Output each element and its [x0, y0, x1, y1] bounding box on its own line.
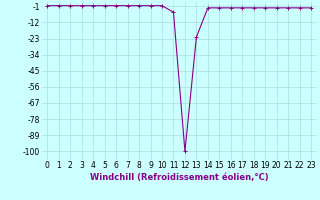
X-axis label: Windchill (Refroidissement éolien,°C): Windchill (Refroidissement éolien,°C) [90, 173, 268, 182]
